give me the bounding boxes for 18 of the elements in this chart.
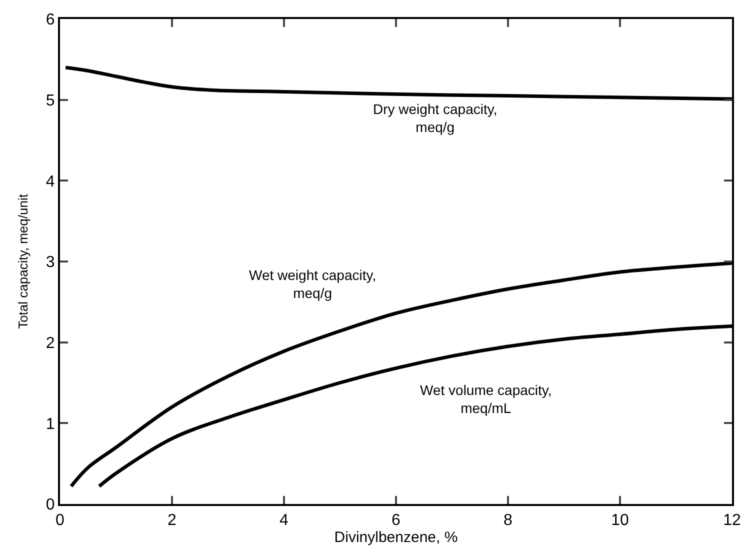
x-axis-title: Divinylbenzene, %	[334, 529, 458, 546]
series-label: Dry weight capacity, meq/g	[373, 101, 498, 136]
y-tick-label: 0	[46, 496, 55, 514]
x-tick-label: 6	[392, 512, 401, 530]
y-tick-label: 4	[46, 173, 55, 190]
y-tick-label: 1	[46, 416, 55, 433]
series-label: Wet weight capacity, meq/g	[249, 267, 376, 302]
x-tick-label: 12	[723, 512, 741, 530]
x-tick-label: 10	[611, 512, 629, 530]
x-tick-label: 8	[504, 512, 513, 530]
y-axis-title: Total capacity, meq/unit	[15, 194, 30, 329]
series-label: Wet volume capacity, meq/mL	[420, 382, 552, 416]
y-tick-label: 6	[46, 12, 55, 29]
y-tick-label: 3	[46, 254, 55, 272]
y-tick-label: 5	[46, 92, 55, 110]
y-tick-label: 2	[46, 334, 55, 352]
x-tick-label: 2	[168, 512, 177, 530]
x-tick-label: 4	[280, 512, 289, 530]
